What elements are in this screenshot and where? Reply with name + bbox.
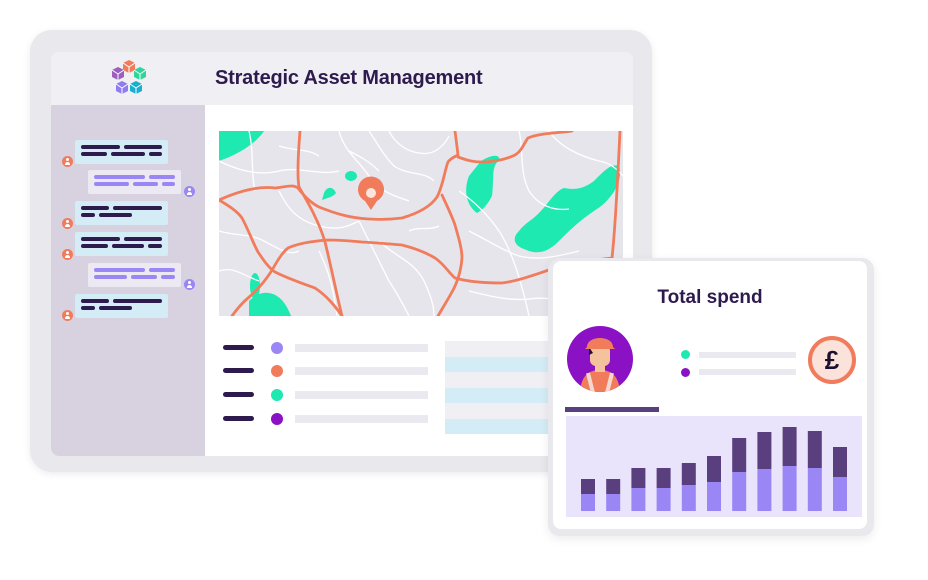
pound-currency-icon: £: [808, 336, 856, 384]
user-icon: [62, 218, 73, 229]
cube-flower-logo: [111, 60, 147, 94]
bar-6-segment-1: [707, 482, 721, 511]
bar-4-segment-2: [656, 468, 671, 488]
chat-message[interactable]: [75, 294, 168, 318]
user-icon: [62, 156, 73, 167]
user-icon: [62, 249, 73, 260]
bar-10-segment-2: [807, 431, 822, 468]
bar-6-segment-2: [707, 456, 721, 482]
total-spend-card: Total spend £: [548, 258, 874, 536]
chat-message[interactable]: [75, 232, 168, 256]
bar-3-segment-2: [631, 468, 646, 488]
bar-11-segment-2: [833, 447, 847, 477]
legend-dot: [271, 365, 283, 377]
chat-sidebar: [51, 105, 205, 456]
bar-8-segment-1: [757, 469, 772, 511]
legend-bar: [295, 344, 428, 352]
bar-10-segment-1: [807, 468, 822, 511]
legend-dash: [223, 345, 254, 350]
legend-dot: [271, 389, 283, 401]
legend-bar: [295, 391, 428, 399]
bar-4-segment-1: [656, 488, 671, 511]
bar-3-segment-1: [631, 488, 646, 511]
map-view[interactable]: [219, 131, 623, 316]
chat-message[interactable]: [75, 201, 168, 225]
chat-message[interactable]: [75, 140, 168, 164]
app-header: Strategic Asset Management: [51, 52, 633, 105]
bar-2-segment-2: [606, 479, 621, 494]
spend-bar-chart: [566, 416, 862, 517]
legend-dash: [223, 368, 254, 373]
user-icon: [184, 279, 195, 290]
app-screen: Strategic Asset Management: [51, 52, 633, 456]
legend-dot: [681, 350, 690, 359]
bar-7-segment-1: [732, 472, 747, 511]
construction-worker-avatar: [567, 326, 633, 392]
legend-bar: [295, 415, 428, 423]
legend-dot: [271, 413, 283, 425]
legend-dot: [271, 342, 283, 354]
bar-2-segment-1: [606, 494, 621, 511]
bar-8-segment-2: [757, 432, 772, 469]
striped-table: [445, 341, 555, 434]
user-icon: [184, 186, 195, 197]
chart-header-bar: [565, 407, 659, 412]
legend-bar: [699, 352, 796, 358]
bar-1-segment-1: [581, 494, 595, 511]
page-title: Strategic Asset Management: [215, 67, 483, 89]
bar-5-segment-1: [681, 485, 696, 511]
card-title: Total spend: [657, 287, 763, 308]
bar-9-segment-2: [782, 427, 797, 466]
legend-bar: [699, 369, 796, 375]
chat-message[interactable]: [88, 263, 181, 287]
legend-dash: [223, 416, 254, 421]
bar-5-segment-2: [681, 463, 696, 485]
user-icon: [62, 310, 73, 321]
bar-9-segment-1: [782, 466, 797, 511]
map-pin-icon[interactable]: [358, 176, 384, 210]
bar-1-segment-2: [581, 479, 595, 494]
chat-message[interactable]: [88, 170, 181, 194]
legend-dash: [223, 392, 254, 397]
legend-dot: [681, 368, 690, 377]
legend-bar: [295, 367, 428, 375]
bar-11-segment-1: [833, 477, 847, 511]
main-roads: [219, 131, 622, 316]
bar-7-segment-2: [732, 438, 747, 472]
